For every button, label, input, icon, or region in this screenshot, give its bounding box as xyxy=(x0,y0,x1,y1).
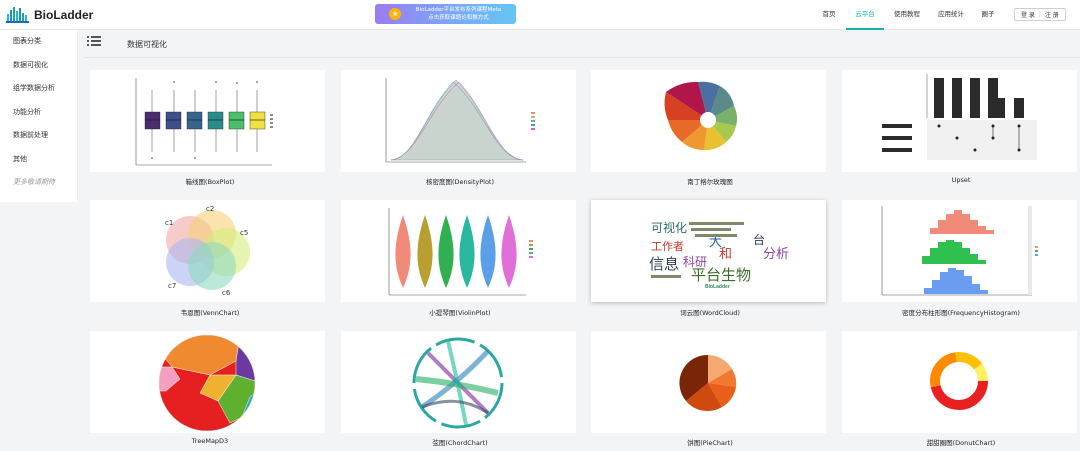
logo-text: BioLadder xyxy=(34,8,94,22)
boxplot-thumbnail xyxy=(135,78,273,166)
card-histogram[interactable] xyxy=(842,200,1077,302)
wordcloud-thumbnail: 可视化 工作者 信息 科研 平台生物 分析 和 台 大 BioLadder xyxy=(649,220,789,290)
sidebar-item-more: 更多敬请期待 xyxy=(13,178,55,186)
card-pie[interactable] xyxy=(591,331,826,433)
card-rose[interactable] xyxy=(591,70,826,172)
word-6: 分析 xyxy=(763,247,789,262)
sidebar-heading: 图表分类 xyxy=(13,37,41,45)
venn-label-c5: c5 xyxy=(240,229,248,237)
auth-divider: | xyxy=(1038,11,1041,18)
word-4: 科研 xyxy=(683,255,707,269)
banner-text: BioLadder平台发布系列课程Meta 点击获取课题论和推方式 xyxy=(407,6,516,22)
word-8: 台 xyxy=(753,232,765,247)
logo[interactable]: BioLadder xyxy=(6,5,93,25)
card-caption[interactable]: 核密度图(DensityPlot) xyxy=(425,178,495,186)
word-7: 和 xyxy=(719,247,732,262)
venn-thumbnail: c1 c2 c5 c7 c6 xyxy=(165,205,250,297)
sidebar-item-other[interactable]: 其他 xyxy=(13,154,27,163)
word-1: 可视化 xyxy=(651,220,687,235)
card-caption[interactable]: 甜甜圈图(DonutChart) xyxy=(926,439,996,447)
density-thumbnail xyxy=(385,78,535,163)
card-density[interactable] xyxy=(341,70,576,172)
card-wordcloud[interactable]: 可视化 工作者 信息 科研 平台生物 分析 和 台 大 BioLadder xyxy=(591,200,826,302)
chord-thumbnail xyxy=(412,337,504,429)
nav-cloud-platform[interactable]: 云平台 xyxy=(846,0,884,30)
card-chord[interactable] xyxy=(341,331,576,433)
histogram-thumbnail xyxy=(881,206,1038,296)
sidebar-item-preprocess[interactable]: 数据前处理 xyxy=(13,131,48,139)
word-5: 平台生物 xyxy=(691,266,751,284)
venn-label-c2: c2 xyxy=(206,205,214,213)
word-3: 信息 xyxy=(649,255,679,273)
banner-line-2: 点击获取课题论和推方式 xyxy=(428,15,489,21)
sidebar-item-omics[interactable]: 组学数据分析 xyxy=(13,84,55,92)
upset-thumbnail xyxy=(882,74,1037,160)
donut-thumbnail xyxy=(930,352,988,410)
auth-box: 登 录 | 注 册 xyxy=(1014,8,1066,21)
card-caption[interactable]: Upset xyxy=(951,176,971,184)
card-caption[interactable]: 小提琴图(ViolinPlot) xyxy=(429,309,491,317)
page-title: 数据可视化 xyxy=(127,40,167,49)
word-10: BioLadder xyxy=(705,284,730,290)
register-link[interactable]: 注 册 xyxy=(1044,12,1059,19)
sidebar: 图表分类 数据可视化 组学数据分析 功能分析 数据前处理 其他 更多敬请期待 xyxy=(0,30,78,202)
nav-home[interactable]: 首页 xyxy=(822,10,836,18)
card-boxplot[interactable] xyxy=(90,70,325,172)
card-caption[interactable]: 箱线图(BoxPlot) xyxy=(185,178,235,186)
card-violin[interactable] xyxy=(341,200,576,302)
banner-line-1: BioLadder平台发布系列课程Meta xyxy=(415,7,502,13)
nav-circle[interactable]: 圈子 xyxy=(981,10,995,18)
sidebar-item-function[interactable]: 功能分析 xyxy=(13,107,41,116)
card-treemap[interactable] xyxy=(90,331,325,433)
card-donut[interactable] xyxy=(842,331,1077,433)
card-caption[interactable]: 韦恩图(VennChart) xyxy=(180,309,240,317)
top-bar: BioLadder ★ BioLadder平台发布系列课程Meta 点击获取课题… xyxy=(0,0,1080,30)
card-caption[interactable]: 密度分布柱形图(FrequencyHistogram) xyxy=(902,309,1020,317)
rose-thumbnail xyxy=(664,81,737,151)
nav-stats[interactable]: 应用统计 xyxy=(938,10,964,18)
bioladder-logo-icon xyxy=(6,7,29,23)
promo-banner[interactable]: ★ BioLadder平台发布系列课程Meta 点击获取课题论和推方式 xyxy=(375,4,516,24)
sidebar-item-visualization[interactable]: 数据可视化 xyxy=(13,60,48,69)
section-header xyxy=(84,33,1080,58)
venn-label-c1: c1 xyxy=(165,219,173,227)
card-caption[interactable]: 饼图(PieChart) xyxy=(687,439,733,447)
menu-toggle-icon[interactable] xyxy=(86,34,102,48)
treemap-thumbnail xyxy=(158,334,256,432)
venn-label-c7: c7 xyxy=(168,282,176,290)
card-caption[interactable]: 词云图(WordCloud) xyxy=(680,309,740,317)
venn-label-c6: c6 xyxy=(222,289,231,297)
gift-icon: ★ xyxy=(389,8,401,20)
word-2: 工作者 xyxy=(651,240,684,253)
word-9: 大 xyxy=(709,235,722,250)
card-upset[interactable] xyxy=(842,70,1077,172)
card-caption[interactable]: 弦图(ChordChart) xyxy=(432,439,488,447)
pie-thumbnail xyxy=(679,354,737,412)
violin-thumbnail xyxy=(388,208,533,296)
login-link[interactable]: 登 录 xyxy=(1021,12,1035,19)
card-caption[interactable]: TreeMapD3 xyxy=(191,437,229,445)
card-venn[interactable]: c1 c2 c5 c7 c6 xyxy=(90,200,325,302)
card-caption[interactable]: 南丁格尔玫瑰图 xyxy=(687,178,733,186)
nav-tutorial[interactable]: 使用教程 xyxy=(894,10,920,18)
